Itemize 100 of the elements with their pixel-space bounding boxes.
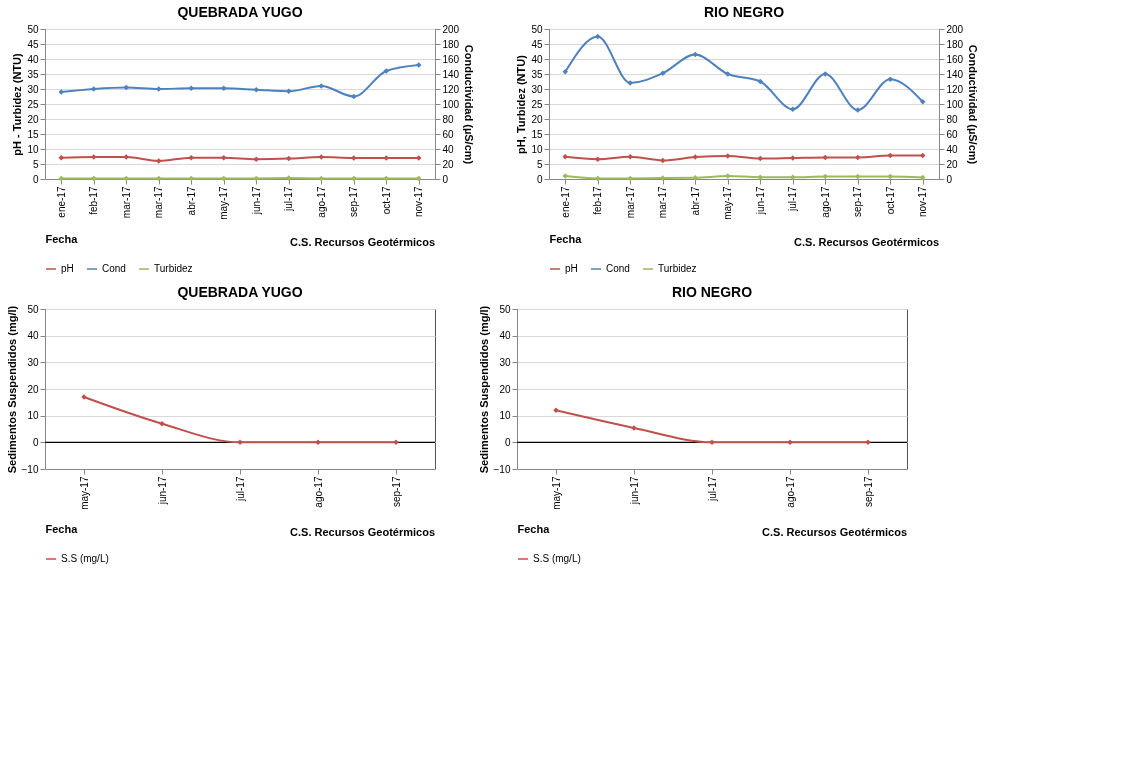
point: [627, 175, 633, 182]
y-tick-label: 10: [27, 410, 39, 422]
point: [91, 154, 97, 160]
point: [351, 175, 357, 182]
y-tick-label: 40: [27, 53, 39, 65]
point: [709, 439, 715, 446]
y-tick-label: 50: [27, 303, 39, 315]
y2-tick-label: 200: [946, 23, 964, 35]
y-tick-label: 25: [531, 98, 543, 110]
point: [562, 69, 568, 75]
x-axis-title: Fecha: [517, 522, 551, 535]
y2-tick-label: 80: [442, 113, 455, 125]
y-tick-label: 20: [27, 113, 39, 125]
x-tick-label: sep-17: [852, 186, 864, 218]
y-tick-label: 45: [27, 38, 39, 50]
point: [692, 175, 698, 181]
point: [790, 174, 796, 180]
y-tick-label: 35: [27, 68, 39, 80]
point: [286, 88, 292, 94]
x-tick-label: ago-17: [819, 186, 831, 218]
point: [253, 87, 259, 93]
y-tick-label: 35: [531, 68, 543, 80]
x-tick-label: jul-17: [234, 476, 246, 502]
x-tick-label: abr-17: [689, 186, 701, 216]
y2-tick-label: 60: [442, 128, 455, 140]
point: [221, 85, 227, 91]
point: [253, 175, 259, 182]
y-tick-label: 10: [27, 143, 39, 155]
y-tick-label: 0: [32, 436, 39, 448]
text: C.S. Recursos Geotérmicos: [762, 526, 907, 538]
point: [725, 153, 731, 159]
x-tick-label: ago-17: [312, 476, 324, 508]
point: [787, 439, 793, 446]
point: [237, 439, 243, 446]
point: [221, 154, 227, 161]
y-tick-label: 15: [531, 128, 543, 140]
point: [790, 106, 796, 112]
point: [286, 175, 292, 181]
y-tick-label: 20: [27, 383, 39, 395]
y2-tick-label: 0: [442, 173, 449, 185]
point: [91, 175, 97, 182]
y-tick-label: 0: [536, 173, 543, 185]
point: [757, 174, 763, 180]
x-tick-label: may-17: [78, 476, 90, 510]
point: [822, 154, 828, 161]
y-axis-title: pH - Turbidez (NTU): [11, 52, 24, 156]
x-tick-label: may-17: [218, 186, 230, 220]
text: C.S. Recursos Geotérmicos: [290, 236, 435, 248]
y-tick-label: 0: [32, 173, 39, 185]
point: [757, 155, 763, 162]
point: [855, 173, 861, 180]
point: [660, 157, 666, 164]
point: [416, 175, 422, 182]
y2-tick-label: 200: [442, 23, 460, 35]
chart-title: QUEBRADA YUGO: [177, 4, 303, 20]
point: [627, 154, 633, 160]
y-tick-label: 20: [531, 113, 543, 125]
point: [188, 85, 194, 91]
y2-axis-title: Conductividad (µS/cm): [967, 44, 980, 165]
point: [123, 154, 129, 160]
x-tick-label: may-17: [722, 186, 734, 220]
y2-tick-label: 140: [442, 68, 460, 80]
x-tick-label: sep-17: [862, 476, 874, 508]
point: [887, 173, 893, 180]
y-tick-label: 15: [27, 128, 39, 140]
x-tick-label: jun-17: [250, 186, 262, 216]
legend-label: Cond: [102, 263, 126, 274]
x-tick-label: mar-17: [624, 186, 636, 219]
y2-tick-label: 0: [946, 173, 953, 185]
point: [920, 99, 926, 105]
y-tick-label: 45: [531, 38, 543, 50]
legend-label: S.S (mg/L): [533, 553, 581, 564]
x-tick-label: mar-17: [657, 186, 669, 219]
point: [58, 175, 64, 182]
point: [920, 152, 926, 159]
y2-tick-label: 160: [946, 53, 964, 65]
point: [887, 152, 893, 159]
y2-axis-title: Conductividad (µS/cm): [463, 44, 476, 165]
x-tick-label: abr-17: [185, 186, 197, 216]
y-axis-title: Sedimentos Suspendidos (mg/l): [5, 305, 18, 474]
y-tick-label: −10: [21, 463, 39, 475]
y2-tick-label: 20: [442, 158, 455, 170]
x-tick-label: nov-17: [413, 186, 425, 218]
y-tick-label: 25: [27, 98, 39, 110]
point: [123, 175, 129, 182]
legend-label: Turbidez: [154, 263, 193, 274]
y2-tick-label: 180: [442, 38, 460, 50]
point: [822, 173, 828, 180]
y-tick-label: 0: [504, 436, 511, 448]
y2-tick-label: 100: [946, 98, 964, 110]
y-axis-title: Sedimentos Suspendidos (mg/l): [477, 305, 490, 474]
x-tick-label: feb-17: [88, 186, 100, 215]
point: [393, 439, 399, 446]
legend-label: Turbidez: [658, 263, 697, 274]
chart-title: RIO NEGRO: [703, 4, 785, 20]
chart-title: RIO NEGRO: [671, 284, 753, 300]
x-tick-label: ene-17: [55, 186, 67, 218]
y-tick-label: 40: [531, 53, 543, 65]
y-tick-label: 30: [531, 83, 543, 95]
y-tick-label: 50: [531, 23, 543, 35]
